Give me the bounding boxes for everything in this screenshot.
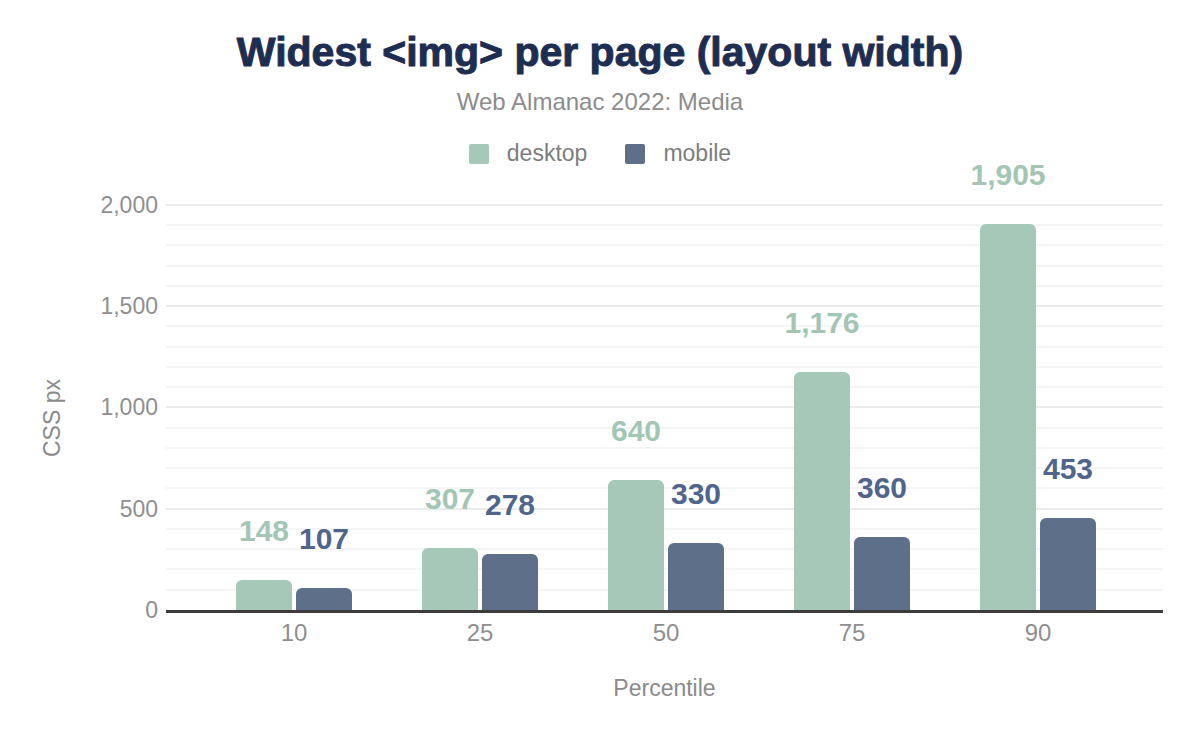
x-tick-label: 10 [281, 620, 308, 646]
bar-value-desktop-p10: 148 [239, 518, 289, 544]
legend-item-mobile: mobile [625, 140, 731, 167]
chart-subtitle: Web Almanac 2022: Media [0, 88, 1200, 116]
major-gridline [166, 204, 1163, 206]
x-tick-label: 25 [467, 620, 494, 646]
bar-chart: Widest <img> per page (layout width) Web… [0, 0, 1200, 742]
x-axis-title: Percentile [166, 676, 1163, 700]
bar-value-mobile-p25: 278 [485, 492, 535, 518]
x-tick-label: 90 [1025, 620, 1052, 646]
bar-value-mobile-p50: 330 [671, 481, 721, 507]
bar-value-desktop-p50: 640 [611, 418, 661, 444]
x-tick-label: 75 [839, 620, 866, 646]
x-axis-line [166, 610, 1163, 613]
chart-title: Widest <img> per page (layout width) [0, 30, 1200, 74]
legend-item-desktop: desktop [469, 140, 588, 167]
bar-desktop-p90[interactable] [980, 224, 1036, 610]
legend-label-desktop: desktop [507, 140, 588, 167]
legend-swatch-desktop-icon [469, 144, 489, 164]
bar-value-mobile-p75: 360 [857, 475, 907, 501]
bar-desktop-p75[interactable] [794, 372, 850, 610]
x-tick-label: 50 [653, 620, 680, 646]
bar-desktop-p50[interactable] [608, 480, 664, 610]
legend-swatch-mobile-icon [625, 144, 645, 164]
bar-mobile-p25[interactable] [482, 554, 538, 610]
y-tick-label: 0 [40, 597, 158, 623]
bar-value-desktop-p25: 307 [425, 486, 475, 512]
bar-mobile-p75[interactable] [854, 537, 910, 610]
bar-mobile-p90[interactable] [1040, 518, 1096, 610]
y-tick-label: 2,000 [40, 192, 158, 218]
bar-mobile-p10[interactable] [296, 588, 352, 610]
bar-mobile-p50[interactable] [668, 543, 724, 610]
y-tick-label: 1,000 [40, 394, 158, 420]
y-tick-label: 1,500 [40, 293, 158, 319]
bar-desktop-p10[interactable] [236, 580, 292, 610]
bar-value-mobile-p10: 107 [299, 526, 349, 552]
y-tick-label: 500 [40, 496, 158, 522]
bar-value-desktop-p75: 1,176 [784, 310, 859, 336]
bar-desktop-p25[interactable] [422, 548, 478, 610]
bar-value-mobile-p90: 453 [1043, 456, 1093, 482]
bar-value-desktop-p90: 1,905 [970, 162, 1045, 188]
legend-label-mobile: mobile [663, 140, 731, 167]
